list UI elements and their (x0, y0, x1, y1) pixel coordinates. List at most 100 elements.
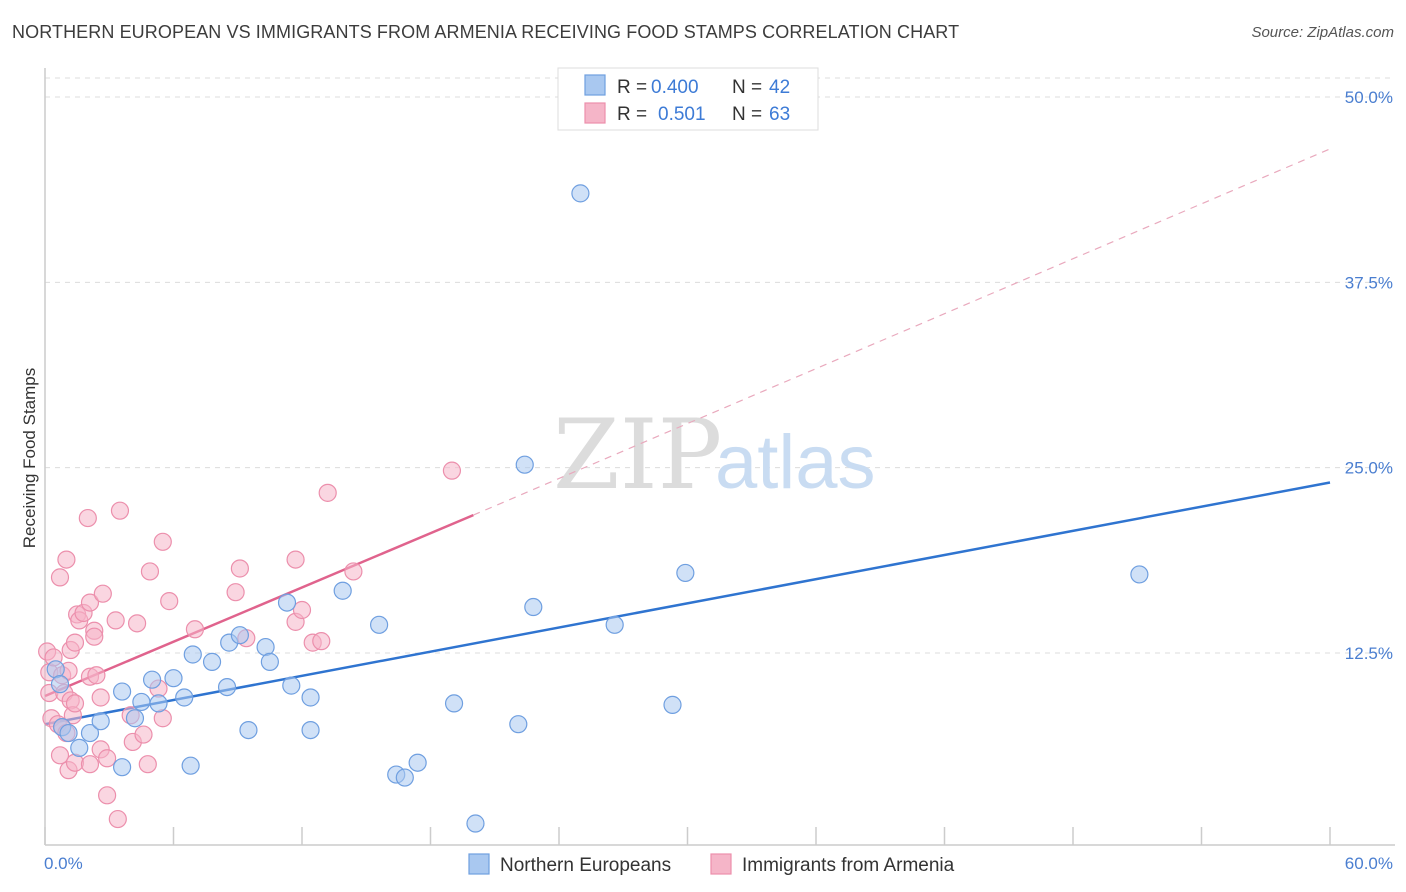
y-tick-label-3: 50.0% (1345, 88, 1393, 107)
point-northern-europeans-18 (217, 678, 237, 697)
point-immigrants-armenia-35 (98, 786, 117, 805)
bottom-legend-swatch-immigrants-armenia (710, 853, 732, 875)
point-northern-europeans-26 (301, 688, 320, 707)
x-tick-label-0: 0.0% (44, 854, 83, 873)
point-immigrants-armenia-42 (134, 725, 153, 744)
chart-title: NORTHERN EUROPEAN VS IMMIGRANTS FROM ARM… (12, 22, 960, 42)
point-northern-europeans-41 (676, 563, 695, 583)
point-immigrants-armenia-46 (153, 532, 172, 551)
point-immigrants-armenia-43 (138, 755, 157, 774)
y-tick-label-1: 25.0% (1345, 459, 1393, 478)
point-northern-europeans-14 (175, 688, 194, 707)
point-northern-europeans-3 (59, 723, 78, 743)
trend-lines (44, 148, 1331, 726)
point-immigrants-armenia-51 (230, 559, 249, 578)
point-immigrants-armenia-6 (50, 746, 70, 765)
trend-line-immigrants-armenia (44, 513, 474, 698)
legend-n-value-1: 42 (769, 77, 790, 98)
point-northern-europeans-4 (70, 738, 89, 757)
point-immigrants-armenia-32 (91, 688, 110, 707)
point-northern-europeans-27 (301, 720, 320, 740)
point-northern-europeans-11 (142, 670, 162, 689)
point-immigrants-armenia-30 (87, 666, 106, 685)
point-immigrants-armenia-36 (106, 611, 125, 630)
legend-swatch-immigrants-armenia (584, 102, 606, 124)
legend-r-label-2: R = (617, 104, 647, 125)
legend-box: R = 0.400 N = 42 R = 0.501 N = 63 (557, 67, 819, 131)
point-immigrants-armenia-11 (57, 550, 76, 569)
legend-swatch-northern-europeans (584, 74, 606, 96)
point-northern-europeans-23 (260, 652, 279, 671)
point-immigrants-armenia-49 (185, 620, 205, 639)
point-immigrants-armenia-57 (312, 632, 331, 651)
point-northern-europeans-36 (515, 455, 534, 474)
point-northern-europeans-28 (333, 581, 352, 600)
point-immigrants-armenia-38 (110, 501, 130, 520)
bottom-legend-label-immigrants-armenia: Immigrants from Armenia (742, 855, 955, 876)
watermark-atlas: atlas (715, 420, 876, 505)
x-tick-label-1: 60.0% (1345, 854, 1393, 873)
point-immigrants-armenia-18 (65, 694, 85, 713)
point-immigrants-armenia-34 (98, 749, 117, 768)
point-northern-europeans-5 (80, 723, 100, 743)
point-immigrants-armenia-37 (108, 809, 127, 829)
point-northern-europeans-9 (125, 709, 145, 728)
point-northern-europeans-16 (183, 645, 202, 664)
point-northern-europeans-40 (663, 695, 682, 714)
point-northern-europeans-21 (239, 720, 258, 740)
watermark: ZIP atlas (553, 399, 876, 511)
data-points (38, 184, 1149, 833)
point-northern-europeans-42 (1130, 565, 1149, 584)
point-immigrants-armenia-53 (286, 550, 305, 569)
point-northern-europeans-31 (395, 768, 414, 787)
point-immigrants-armenia-59 (344, 562, 363, 581)
point-northern-europeans-10 (132, 692, 151, 712)
point-immigrants-armenia-29 (85, 627, 104, 646)
legend-n-value-2: 63 (769, 104, 790, 125)
point-immigrants-armenia-25 (80, 593, 100, 612)
point-northern-europeans-12 (149, 694, 168, 713)
point-northern-europeans-33 (444, 694, 464, 713)
point-northern-europeans-34 (466, 814, 485, 833)
point-immigrants-armenia-44 (140, 562, 160, 581)
y-tick-label-2: 37.5% (1345, 273, 1393, 292)
tick-labels: 12.5% 25.0% 37.5% 50.0% 0.0% 60.0% (44, 88, 1393, 873)
point-immigrants-armenia-7 (50, 568, 70, 587)
point-immigrants-armenia-27 (80, 755, 100, 774)
point-immigrants-armenia-24 (78, 508, 97, 528)
point-immigrants-armenia-48 (160, 592, 179, 611)
point-northern-europeans-17 (202, 652, 222, 671)
point-immigrants-armenia-60 (442, 461, 462, 480)
point-northern-europeans-15 (181, 756, 200, 775)
point-northern-europeans-13 (164, 669, 183, 688)
point-northern-europeans-20 (230, 626, 249, 645)
point-immigrants-armenia-41 (127, 614, 147, 633)
trend-line-northern-europeans (44, 481, 1331, 726)
point-immigrants-armenia-58 (318, 483, 337, 502)
point-northern-europeans-1 (50, 675, 70, 694)
legend-r-value-2: 0.501 (658, 104, 706, 125)
point-northern-europeans-25 (282, 676, 301, 695)
point-northern-europeans-35 (509, 715, 528, 734)
chart-source: Source: ZipAtlas.com (1251, 24, 1394, 41)
point-northern-europeans-7 (112, 758, 132, 777)
point-immigrants-armenia-19 (65, 633, 85, 652)
point-northern-europeans-24 (277, 593, 297, 612)
point-northern-europeans-6 (91, 712, 110, 731)
point-northern-europeans-32 (408, 753, 427, 772)
y-tick-label-0: 12.5% (1345, 644, 1393, 663)
bottom-legend-swatch-northern-europeans (468, 853, 490, 875)
legend-n-label-1: N = (732, 77, 762, 98)
y-axis-title: Receiving Food Stamps (20, 368, 39, 548)
bottom-legend: Northern Europeans Immigrants from Armen… (468, 853, 955, 876)
point-northern-europeans-39 (605, 615, 624, 634)
point-immigrants-armenia-50 (226, 583, 245, 602)
legend-n-label-2: N = (732, 104, 762, 125)
point-northern-europeans-38 (571, 184, 590, 203)
point-northern-europeans-8 (112, 682, 132, 701)
legend-r-label-1: R = (617, 77, 647, 98)
watermark-zip: ZIP (553, 399, 722, 511)
point-northern-europeans-37 (524, 597, 543, 617)
point-northern-europeans-29 (370, 615, 389, 634)
